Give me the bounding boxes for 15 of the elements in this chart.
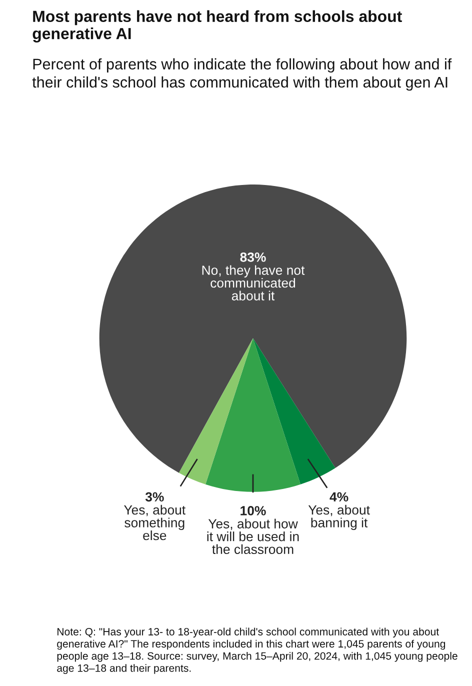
data-label: 83% [240,252,266,262]
data-label: 3% [145,492,164,502]
slice-label: Yes, about banning it [308,504,370,530]
chart-title: Most parents have not heard from schools about generative AI [32,10,402,42]
chart-subtitle: Percent of parents who indicate the following about how and if their child's school has communicated with them about gen AI [32,58,452,91]
pie-slice [178,338,253,484]
pie-slice [99,184,407,473]
slice-label: Yes, about how it will be used in the classroom [207,518,299,554]
pie-slice [252,338,336,484]
slice-label: Yes, about something else [124,504,186,540]
data-label: 4% [330,492,348,502]
data-label: 10% [240,506,266,516]
text: Note: Q: "Has your 13- to 18-year-old child's school communicated with you about generative AI?" The respondents included in this chart were 1,045 parents of young people age 13–18. Source: survey, March 15–April 20, 2024, with 1,045 young people age 13–18 and their parents. [57,628,458,674]
slice-label: No, they have not communicated about it [202,265,305,300]
pie-slice [206,338,300,492]
